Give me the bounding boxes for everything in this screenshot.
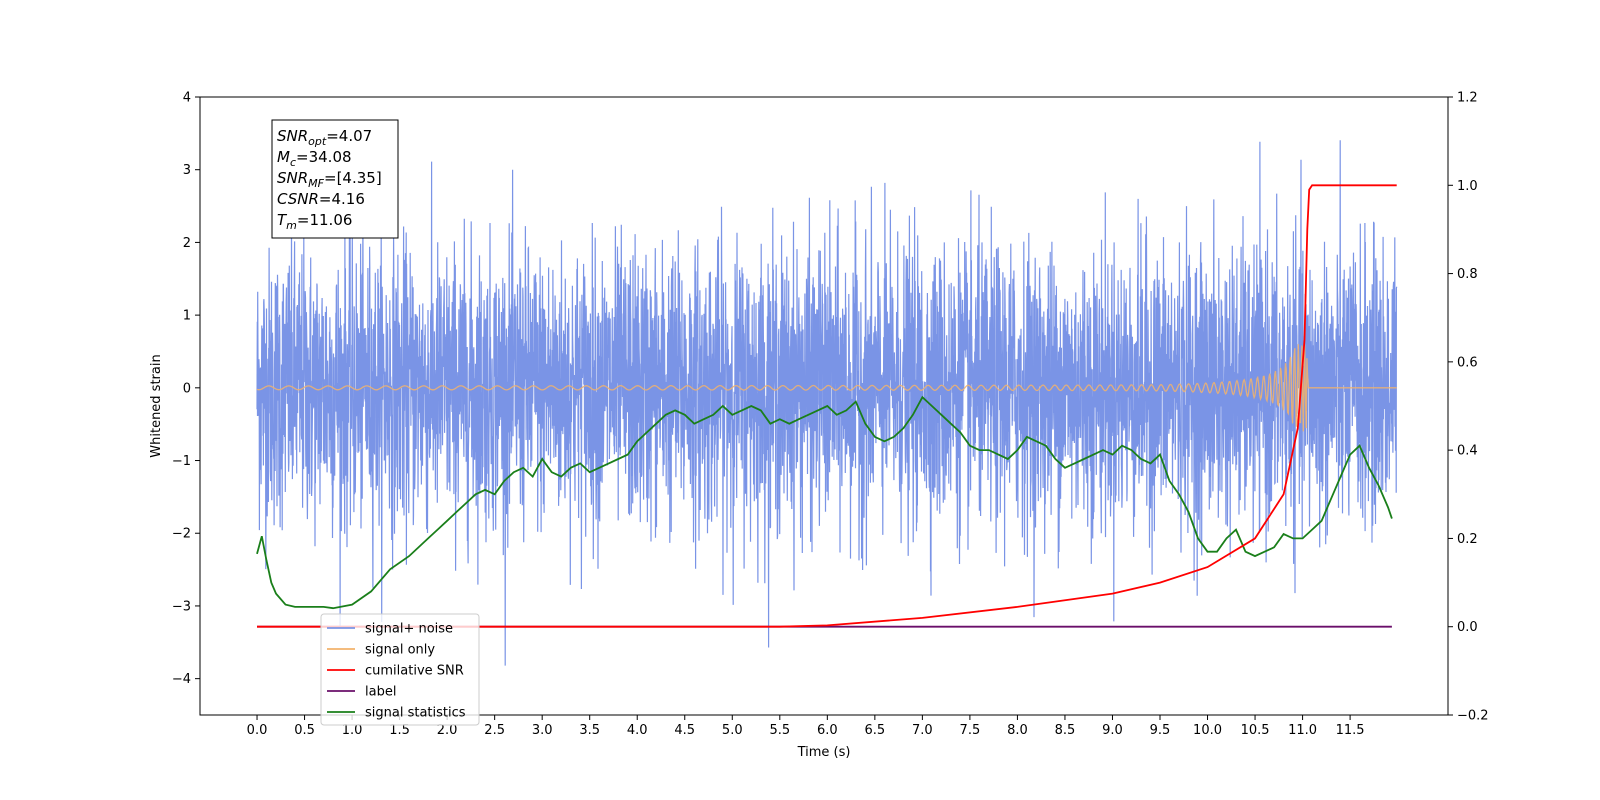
plot-frame	[199, 96, 1449, 716]
y-left-tick-label: 3	[183, 163, 191, 178]
annotation-symbol: CSNR	[277, 190, 319, 208]
annotation-line: SNRMF=[4.35]	[277, 169, 382, 190]
y-right-tick-label: 0.0	[1457, 620, 1478, 635]
legend-entry: cumilative SNR	[365, 664, 464, 679]
x-tick-label: 6.5	[865, 723, 886, 738]
x-tick-label: 3.0	[532, 723, 553, 738]
x-tick-label: 11.5	[1336, 723, 1365, 738]
x-tick-label: 9.5	[1150, 723, 1171, 738]
legend-entry: signal statistics	[365, 706, 466, 721]
y-left-tick-label: 0	[183, 381, 191, 396]
y-axis-label: Whitened strain	[149, 354, 164, 457]
x-tick-label: 0.5	[294, 723, 315, 738]
y-left-tick-label: −2	[172, 527, 191, 542]
annotation-subscript: opt	[308, 135, 327, 148]
axes: 0.0 0.5 1.0 1.5 2.0 2.5 3.0 3.5 4.0 4.5 5.0 5.5 6.0 6…	[149, 91, 1489, 761]
series-group	[256, 140, 1398, 666]
legend-entry: label	[365, 685, 396, 700]
annotation-symbol: T	[277, 211, 288, 229]
annotation-value: =11.06	[297, 211, 353, 229]
x-tick-label: 1.5	[389, 723, 410, 738]
x-tick-label: 0.0	[247, 723, 268, 738]
y-left-tick-label: 1	[183, 309, 191, 324]
x-tick-label: 2.5	[484, 723, 505, 738]
x-tick-label: 11.0	[1288, 723, 1317, 738]
series-cumulative-snr-line	[257, 184, 1397, 628]
y-left-tick-label: −3	[172, 599, 191, 614]
x-axis-label: Time (s)	[797, 745, 851, 760]
y-right-tick-label: 1.0	[1457, 179, 1478, 194]
annotation-line: Mc=34.08	[277, 148, 352, 169]
x-tick-label: 8.0	[1007, 723, 1028, 738]
annotation-symbol: SNR	[277, 127, 308, 145]
y-right-tick-label: 1.2	[1457, 91, 1478, 106]
y-right-tick-label: −0.2	[1457, 709, 1489, 724]
annotation-value: =34.08	[296, 148, 352, 166]
legend-frame	[320, 613, 480, 726]
legend-entry: signal only	[365, 643, 435, 658]
y-left-tick-label: −1	[172, 454, 191, 469]
x-tick-label: 7.0	[912, 723, 933, 738]
annotation-symbol: M	[277, 148, 290, 166]
x-tick-label: 3.5	[579, 723, 600, 738]
annotation-line: CSNR=4.16	[277, 190, 365, 208]
x-tick-label: 4.0	[627, 723, 648, 738]
annotation-symbol: SNR	[277, 169, 308, 187]
x-tick-label: 1.0	[342, 723, 363, 738]
annotation-box: SNRopt=4.07Mc=34.08SNRMF=[4.35]CSNR=4.16…	[271, 119, 399, 239]
legend: signal+ noise signal only cumilative SNR la…	[320, 613, 480, 726]
plot-area	[256, 140, 1398, 666]
x-tick-label: 8.5	[1055, 723, 1076, 738]
x-tick-label: 5.5	[769, 723, 790, 738]
x-tick-label: 6.0	[817, 723, 838, 738]
y-right-tick-label: 0.4	[1457, 444, 1478, 459]
annotation-subscript: m	[286, 219, 297, 232]
annotation-line: SNRopt=4.07	[277, 127, 372, 148]
annotation-subscript: c	[290, 156, 296, 169]
x-tick-label: 10.5	[1241, 723, 1270, 738]
annotation-frame	[271, 119, 399, 239]
series-signal-only-line	[256, 344, 1397, 432]
annotation-value: =[4.35]	[324, 169, 382, 187]
annotation-value: =4.07	[326, 127, 372, 145]
y-right-tick-label: 0.6	[1457, 355, 1478, 370]
series-signal-noise-line	[256, 140, 1398, 666]
x-tick-label: 10.0	[1193, 723, 1222, 738]
y-right-tick-label: 0.8	[1457, 267, 1478, 282]
x-tick-label: 4.5	[674, 723, 695, 738]
x-tick-label: 2.0	[437, 723, 458, 738]
y-left-tick-label: 4	[183, 91, 191, 106]
y-right-tick-label: 0.2	[1457, 532, 1478, 547]
annotation-line: Tm=11.06	[277, 211, 352, 232]
x-tick-label: 9.0	[1102, 723, 1123, 738]
y-left-tick-label: 2	[183, 236, 191, 251]
legend-entry: signal+ noise	[365, 622, 453, 637]
y-left-tick-label: −4	[172, 672, 191, 687]
x-tick-label: 7.5	[960, 723, 981, 738]
annotation-subscript: MF	[308, 177, 324, 190]
annotation-value: =4.16	[319, 190, 365, 208]
x-tick-label: 5.0	[722, 723, 743, 738]
series-signal-statistics-line	[256, 395, 1393, 610]
